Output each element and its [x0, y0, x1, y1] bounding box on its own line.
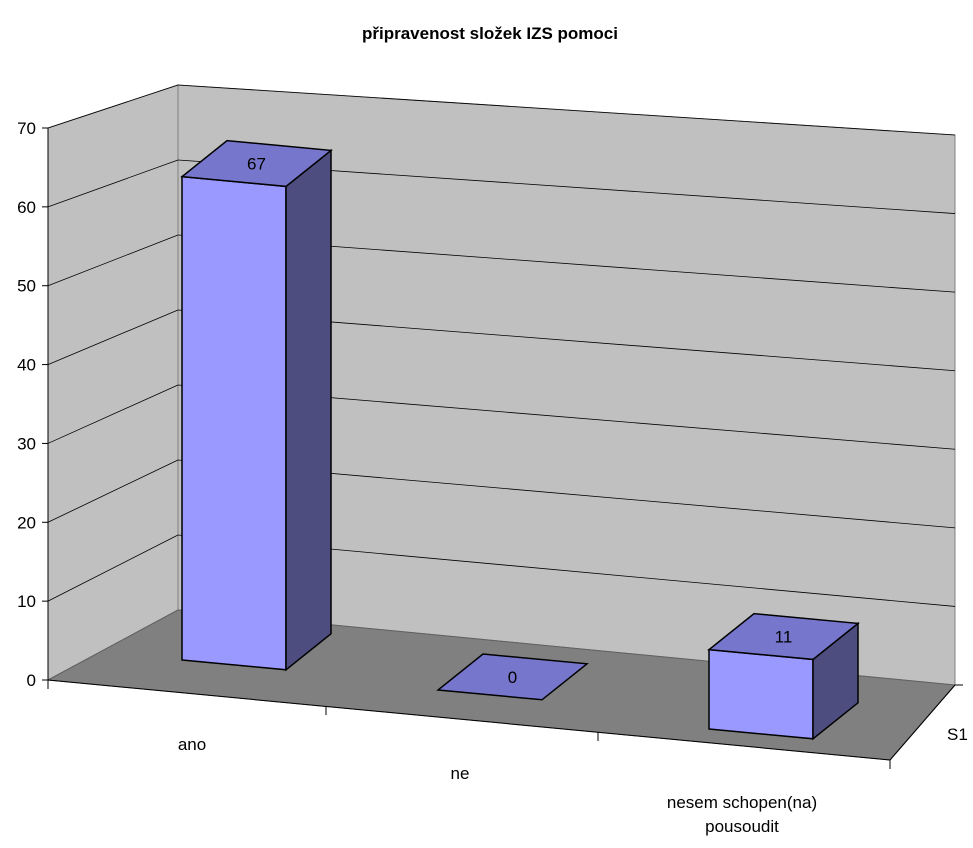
- y-tick-label: 30: [17, 434, 36, 453]
- y-tick-label: 20: [17, 513, 36, 532]
- gridline-side: [47, 459, 179, 523]
- bar-front: [708, 648, 814, 740]
- bar-ano: 67: [180, 139, 333, 672]
- bars: 67 0 11: [180, 139, 860, 741]
- y-tick-label: 70: [17, 119, 36, 138]
- bar-top: [436, 653, 589, 701]
- bar-ne: 0: [436, 653, 589, 701]
- bar-front: [181, 175, 287, 671]
- x-category-label: pousoudit: [705, 817, 779, 836]
- x-axis-line: [47, 679, 891, 761]
- gridline-side: [47, 309, 179, 365]
- x-category-label: ne: [451, 764, 470, 783]
- x-category-label: ano: [178, 735, 206, 754]
- y-tick-label: 40: [17, 356, 36, 375]
- gridline-back: [177, 84, 956, 136]
- side-wall: [47, 84, 179, 681]
- gridline-side: [47, 384, 179, 444]
- x-ticks: [47, 680, 963, 769]
- y-tick-label: 0: [27, 671, 36, 690]
- depth-axis-line: [889, 684, 956, 761]
- y-tick-label: 60: [17, 198, 36, 217]
- bar-top: [707, 612, 860, 661]
- data-label: 11: [775, 628, 793, 647]
- y-tick-label: 50: [17, 277, 36, 296]
- series-label: S1: [947, 725, 968, 744]
- y-ticks: 0 10 20 30 40 50 60 70: [17, 119, 48, 690]
- data-label: 0: [508, 668, 517, 687]
- gridline-side: [47, 534, 179, 602]
- gridline-side: [47, 84, 179, 129]
- gridline-side: [47, 234, 179, 287]
- bar-top: [180, 139, 333, 188]
- y-tick-label: 10: [17, 592, 36, 611]
- data-label: 67: [247, 155, 266, 174]
- bar-nesem-schopen-na-pousoudit: 11: [707, 612, 860, 741]
- chart-title: připravenost složek IZS pomoci: [362, 24, 618, 43]
- x-category-label: nesem schopen(na): [667, 793, 817, 812]
- bar-side: [285, 148, 332, 672]
- x-labels: ano ne nesem schopen(na) pousoudit: [178, 735, 817, 836]
- gridline-side: [47, 159, 179, 208]
